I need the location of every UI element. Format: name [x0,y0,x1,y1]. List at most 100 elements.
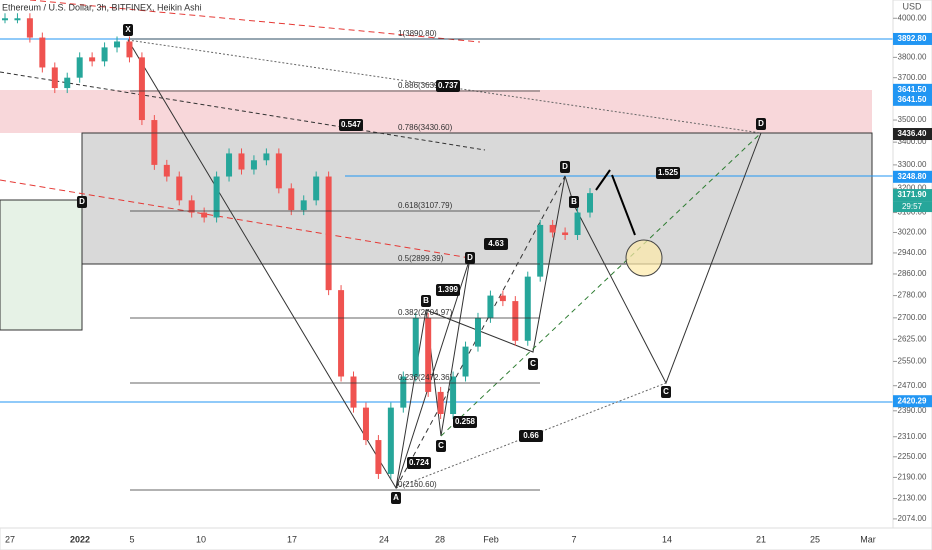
y-tick-label: 2130.00 [898,494,927,503]
candle [188,200,195,213]
x-tick-label: 28 [435,534,445,544]
green-zone [0,199,83,331]
candle [2,18,8,21]
candle [201,212,208,218]
ratio-badge [519,430,543,442]
candle [14,18,21,21]
y-tick-label: 2310.00 [898,432,927,441]
candle [574,212,581,236]
candle [387,407,394,474]
price-tag [893,83,932,96]
fib-label: 0.5(2899.39) [398,254,444,263]
candle [400,376,407,408]
x-tick-label: 2022 [70,534,90,544]
y-tick-label: 2190.00 [898,473,927,482]
price-tag-label: 3892.80 [898,34,927,43]
ratio-badge [656,167,680,179]
x-tick-label: 10 [196,534,206,544]
candle [487,295,494,318]
fib-label: 1(3890.80) [398,29,437,38]
point-badge [560,161,570,173]
y-tick-label: 3300.00 [898,160,927,169]
ratio-badge [436,80,460,92]
candle [226,153,233,177]
fib-label: 0(2160.60) [398,480,437,489]
point-label: X [125,25,131,34]
ratio-badge [436,284,460,296]
y-tick-label: 2700.00 [898,313,927,322]
x-tick-label: Mar [860,534,876,544]
candle [474,317,481,347]
point-label: D [467,253,473,262]
x-tick-label: 25 [810,534,820,544]
ratio-label: 4.63 [488,239,504,248]
candle [462,346,469,377]
fib-label: 0.382(2704.97) [398,308,453,317]
y-tick-label: 3700.00 [898,73,927,82]
target-circle [625,239,663,277]
price-tag-label: 3171.90 [898,190,927,199]
candle [338,290,345,377]
x-tick-label: 7 [571,534,576,544]
candle [537,224,544,277]
y-tick-label: 3020.00 [898,228,927,237]
candle [587,193,593,213]
candle [313,176,320,201]
pattern-leg [127,39,762,134]
point-label: A [393,493,399,502]
x-tick-label: 24 [379,534,389,544]
point-label: C [438,441,444,450]
ratio-label: 0.547 [341,120,362,129]
candle [76,57,83,78]
candle [562,232,569,236]
ratio-badge [453,416,477,428]
fib-label: 0.618(3107.79) [398,201,453,210]
point-badge [123,24,133,36]
y-tick-label: 2250.00 [898,452,927,461]
chart-title: Ethereum / U.S. Dollar, 3h, BITFINEX, He… [2,2,202,12]
fib-label: 0.886(3639 [398,81,439,90]
x-tick-label: 17 [287,534,297,544]
pink-zone [0,90,872,133]
y-tick-label: 2470.00 [898,381,927,390]
candle [524,276,531,341]
candle [412,317,419,377]
fib-label: 0.236(2472.36) [398,373,453,382]
candle [450,376,457,414]
ratio-badge [484,238,508,250]
candle [437,391,444,414]
y-tick-label: 2940.00 [898,248,927,257]
price-tag-label: 3248.80 [898,172,927,181]
ratio-label: 0.737 [438,81,459,90]
point-badge [436,440,446,452]
price-tag [893,128,932,141]
candle [89,57,96,62]
price-tag [893,395,932,408]
candle [51,67,58,89]
y-tick-label: 2550.00 [898,357,927,366]
ratio-label: 0.724 [409,458,430,467]
candle [512,301,519,341]
point-badge [528,358,538,370]
y-tick-label: 4000.00 [898,13,927,22]
arrow [611,174,636,236]
harmonic-pattern [127,39,471,490]
y-tick-label: 2860.00 [898,269,927,278]
y-tick-label: 2780.00 [898,291,927,300]
point-badge [391,492,401,504]
pattern-leg [440,132,762,437]
point-label: B [571,197,577,206]
y-tick-label: 3400.00 [898,137,927,146]
candle [64,77,71,89]
candle [425,317,432,392]
candle [263,153,270,161]
candle [375,440,382,474]
y-tick-label: 2625.00 [898,334,927,343]
ratio-badge [407,457,431,469]
point-label: D [562,162,568,171]
x-tick-label: 27 [5,534,15,544]
price-tag [893,32,932,45]
x-tick-label: Feb [483,534,499,544]
y-tick-label: 3100.00 [898,208,927,217]
